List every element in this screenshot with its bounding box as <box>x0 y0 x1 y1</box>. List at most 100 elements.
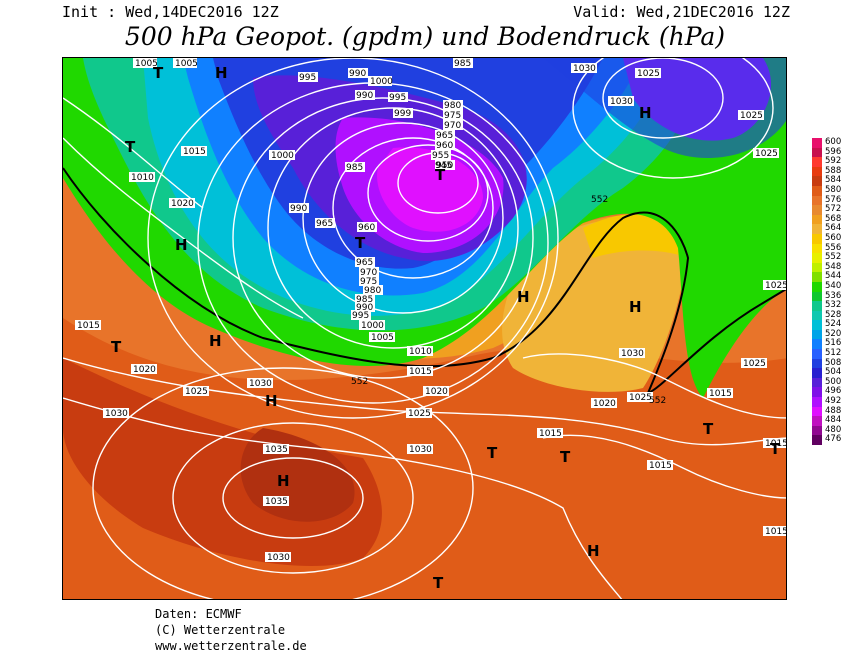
high-center-h: H <box>629 298 642 316</box>
scale-label: 552 <box>825 252 842 263</box>
scale-swatch <box>812 425 822 436</box>
svg-text:1015: 1015 <box>409 367 432 377</box>
svg-text:995: 995 <box>389 93 406 103</box>
isobar-label: 945 <box>435 161 452 171</box>
svg-text:1025: 1025 <box>185 387 208 397</box>
isobar-label: 1015 <box>763 526 786 537</box>
svg-text:1025: 1025 <box>740 111 763 121</box>
isobar-label: 1015 <box>707 388 733 399</box>
scale-label: 556 <box>825 242 842 253</box>
isobar-label: 1005 <box>173 58 198 69</box>
isobar-label: 1020 <box>131 364 157 375</box>
scale-row: 520 <box>812 328 850 340</box>
scale-label: 516 <box>825 338 842 349</box>
scale-row: 492 <box>812 396 850 407</box>
isobar-label: 965 <box>315 218 335 229</box>
isobar-label: 1000 <box>359 320 385 331</box>
high-center-h: H <box>265 392 278 410</box>
scale-label: 592 <box>825 156 842 167</box>
scale-label: 600 <box>825 137 842 147</box>
svg-text:552: 552 <box>351 377 368 387</box>
isobar-label: 995 <box>298 72 318 83</box>
isobar-label: 1015 <box>181 146 207 157</box>
low-center-t: T <box>770 440 781 458</box>
ne-trough <box>543 58 786 158</box>
high-center-h: H <box>209 332 222 350</box>
scale-row: 512 <box>812 348 850 359</box>
scale-label: 512 <box>825 348 842 359</box>
isobar-label: 990 <box>348 68 368 79</box>
svg-text:965: 965 <box>356 258 373 268</box>
svg-text:1005: 1005 <box>135 59 158 69</box>
svg-text:990: 990 <box>356 303 373 313</box>
scale-label: 492 <box>825 396 842 407</box>
svg-text:985: 985 <box>454 59 471 69</box>
scale-swatch <box>812 233 822 244</box>
scale-row: 488 <box>812 406 850 417</box>
scale-swatch <box>812 176 822 186</box>
scale-row: 588 <box>812 165 850 177</box>
scale-label: 588 <box>825 165 842 176</box>
isobar-label: 980 <box>443 100 463 111</box>
scale-row: 568 <box>812 213 850 225</box>
isobar-label: 1025 <box>635 68 661 79</box>
svg-text:945: 945 <box>435 161 452 171</box>
scale-swatch <box>812 272 822 282</box>
svg-text:995: 995 <box>352 311 369 321</box>
scale-swatch <box>812 224 822 234</box>
website: www.wetterzentrale.de <box>155 639 307 653</box>
svg-text:990: 990 <box>349 69 366 79</box>
isobar-label: 960 <box>357 222 377 233</box>
scale-row: 524 <box>812 320 850 330</box>
isobar-label: 975 <box>359 276 379 287</box>
scale-swatch <box>812 368 822 378</box>
svg-text:1020: 1020 <box>593 399 616 409</box>
isobar-label: 1010 <box>129 172 155 183</box>
scale-swatch <box>812 166 822 177</box>
svg-text:960: 960 <box>358 223 375 233</box>
svg-text:965: 965 <box>316 219 333 229</box>
svg-text:975: 975 <box>360 277 377 287</box>
svg-text:985: 985 <box>346 163 363 173</box>
scale-label: 540 <box>825 280 842 291</box>
scale-row: 572 <box>812 205 850 215</box>
scale-label: 524 <box>825 319 842 330</box>
scale-swatch <box>812 435 822 445</box>
isobar-label: 1030 <box>608 96 634 107</box>
svg-text:552: 552 <box>591 195 608 205</box>
scale-label: 484 <box>825 415 842 426</box>
scale-row: 584 <box>812 176 850 186</box>
isobar-label: 1035 <box>263 444 289 455</box>
isobar-label: 965 <box>355 257 375 268</box>
scale-swatch <box>812 157 822 167</box>
scale-swatch <box>812 329 822 340</box>
low-center-t: T <box>111 338 122 356</box>
isobar-label: 1000 <box>269 150 295 161</box>
svg-text:1025: 1025 <box>765 281 787 291</box>
svg-text:970: 970 <box>444 121 461 131</box>
isobar-label: 1020 <box>169 198 195 209</box>
svg-text:1000: 1000 <box>271 151 294 161</box>
data-source: Daten: ECMWF <box>155 607 242 621</box>
svg-text:1030: 1030 <box>621 349 644 359</box>
scale-label: 536 <box>825 290 842 301</box>
pressure-centers: T T T T T T T T T T H H H H H H H H H H … <box>111 64 781 592</box>
isobar-label: 1015 <box>647 460 673 471</box>
isobar-label: 1030 <box>571 63 597 74</box>
isobar-label: 1015 <box>537 428 563 439</box>
isobar-label: 1015 <box>407 366 433 377</box>
svg-text:1025: 1025 <box>637 69 660 79</box>
scale-swatch <box>812 195 822 206</box>
isobar-label: 965 <box>435 130 455 141</box>
scale-row: 536 <box>812 290 850 302</box>
scale-label: 568 <box>825 213 842 224</box>
isobar-label: 1025 <box>627 392 653 403</box>
low-center-t: T <box>125 138 136 156</box>
scale-label: 520 <box>825 328 842 339</box>
isobar-label: 1015 <box>75 320 101 331</box>
zone-560 <box>583 214 688 258</box>
scale-row: 540 <box>812 280 850 292</box>
isobar-label: 985 <box>355 294 375 305</box>
low-center-t: T <box>153 64 164 82</box>
scale-label: 584 <box>825 175 842 186</box>
